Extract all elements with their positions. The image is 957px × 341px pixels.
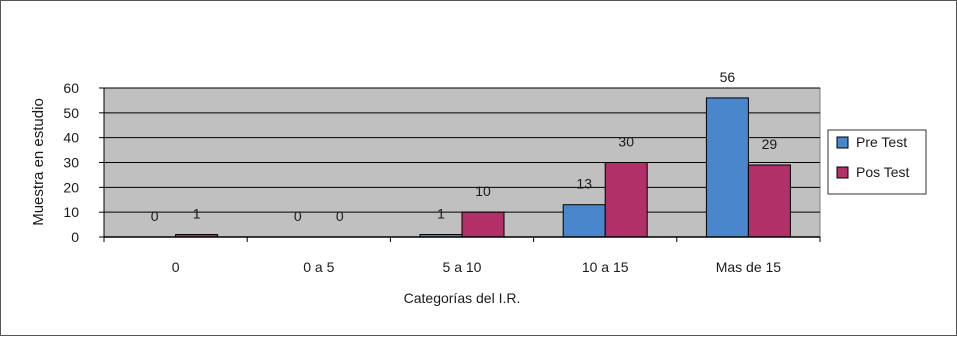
bar-pre-test bbox=[562, 204, 606, 238]
data-label: 30 bbox=[618, 134, 634, 150]
y-tick-label: 0 bbox=[71, 229, 79, 245]
legend: Pre Test Pos Test bbox=[827, 129, 927, 195]
x-tick-label: Mas de 15 bbox=[716, 259, 782, 275]
y-tick-label: 40 bbox=[63, 130, 79, 146]
x-axis: 0 0 a 5 5 a 10 10 a 15 Mas de 15 bbox=[103, 236, 821, 275]
data-label: 0 bbox=[151, 208, 159, 224]
data-label: 0 bbox=[294, 208, 302, 224]
legend-label: Pre Test bbox=[856, 134, 907, 150]
data-label: 29 bbox=[762, 136, 778, 152]
x-axis-title: Categorías del I.R. bbox=[404, 290, 521, 306]
x-tick-label: 5 a 10 bbox=[443, 259, 482, 275]
bar-pos-test bbox=[604, 162, 648, 238]
bar-pos-test bbox=[747, 164, 791, 238]
data-label: 56 bbox=[720, 69, 736, 85]
data-label: 1 bbox=[193, 206, 201, 222]
y-tick-label: 60 bbox=[63, 80, 79, 96]
legend-swatch bbox=[836, 136, 849, 149]
data-label: 1 bbox=[437, 206, 445, 222]
y-axis-title: Muestra en estudio bbox=[30, 98, 47, 226]
bars bbox=[175, 97, 791, 238]
data-label: 13 bbox=[576, 176, 592, 192]
y-axis: 0 10 20 30 40 50 60 bbox=[63, 80, 105, 245]
legend-label: Pos Test bbox=[856, 164, 910, 180]
data-label: 0 bbox=[336, 208, 344, 224]
x-tick-label: 0 bbox=[172, 259, 180, 275]
bar-pos-test bbox=[461, 211, 505, 238]
y-tick-label: 50 bbox=[63, 105, 79, 121]
y-tick-label: 20 bbox=[63, 179, 79, 195]
y-tick-label: 10 bbox=[63, 204, 79, 220]
data-label: 10 bbox=[475, 183, 491, 199]
x-tick-label: 0 a 5 bbox=[303, 259, 334, 275]
x-tick-label: 10 a 15 bbox=[582, 259, 629, 275]
bar-pre-test bbox=[705, 97, 749, 238]
gridlines bbox=[104, 87, 820, 213]
legend-swatch bbox=[836, 166, 849, 179]
y-tick-label: 30 bbox=[63, 155, 79, 171]
